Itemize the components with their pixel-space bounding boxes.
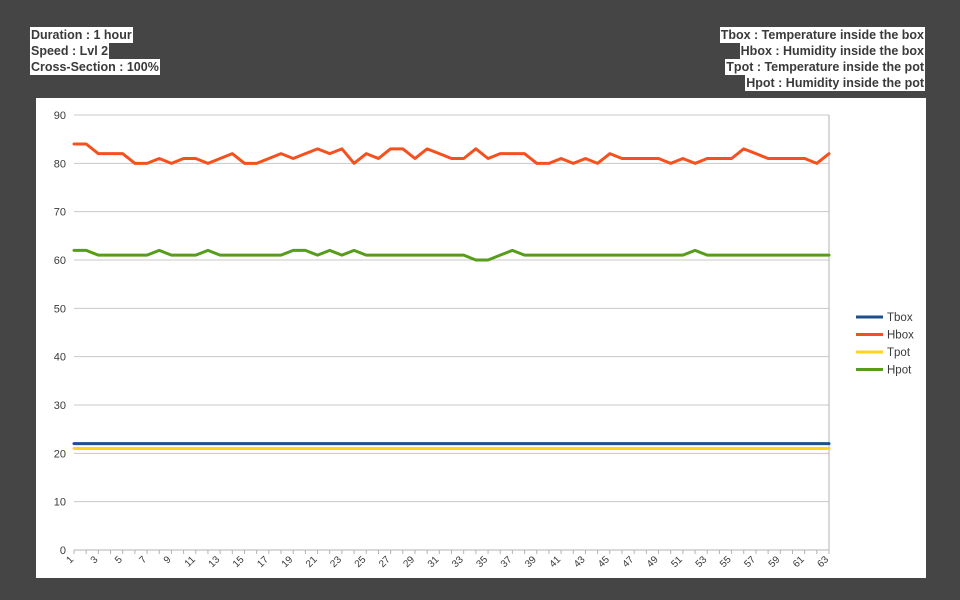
x-tick-label: 5	[113, 554, 125, 566]
legend-label-hpot: Hpot	[887, 365, 912, 377]
x-tick-label: 35	[475, 554, 491, 570]
line-chart-panel: 0 10 20 30 40 50 60 70 80 90 1 3 5 7 9 11 13 15 17 19 21 23 25…	[36, 98, 926, 578]
x-tick-label: 25	[353, 554, 369, 570]
x-tick-label: 29	[401, 554, 417, 570]
x-tick-label: 15	[231, 554, 247, 570]
tbox-definition: Tbox : Temperature inside the box	[719, 27, 925, 43]
x-tick-label: 11	[183, 554, 198, 569]
y-tick-label: 30	[54, 400, 66, 412]
x-tick-label: 7	[137, 554, 149, 566]
legend-label-hbox: Hbox	[887, 330, 914, 342]
x-tick-label: 55	[718, 554, 734, 570]
x-tick-label: 47	[621, 554, 637, 570]
x-tick-label: 61	[791, 554, 807, 570]
x-tick-label: 57	[742, 554, 758, 570]
y-tick-label: 0	[60, 545, 66, 557]
x-tick-label: 13	[207, 554, 223, 570]
run-parameters: Duration : 1 hour Speed : Lvl 2 Cross-Se…	[30, 27, 160, 75]
x-tick-label: 39	[523, 554, 539, 570]
x-tick-label: 37	[499, 554, 515, 570]
x-tick-label: 43	[572, 554, 588, 570]
y-tick-label: 60	[54, 255, 66, 267]
cross-section-label: Cross-Section : 100%	[30, 59, 160, 75]
y-tick-label: 90	[54, 110, 66, 122]
series-line-hpot	[72, 248, 831, 262]
x-tick-label: 1	[64, 554, 76, 566]
speed-label: Speed : Lvl 2	[30, 43, 110, 59]
legend-label-tpot: Tpot	[887, 347, 911, 359]
series-definitions: Tbox : Temperature inside the box Hbox :…	[719, 27, 925, 91]
x-tick-label: 31	[426, 554, 442, 570]
series-line-hbox	[72, 142, 831, 165]
legend-label-tbox: Tbox	[887, 312, 913, 324]
x-tick-label: 3	[89, 554, 101, 566]
x-tick-label: 27	[377, 554, 393, 570]
x-tick-label: 45	[596, 554, 612, 570]
tpot-definition: Tpot : Temperature inside the pot	[725, 59, 925, 75]
y-tick-label: 50	[54, 303, 66, 315]
x-tick-label: 59	[767, 554, 783, 570]
x-tick-label: 41	[548, 554, 564, 570]
duration-label: Duration : 1 hour	[30, 27, 133, 43]
y-tick-label: 80	[54, 158, 66, 170]
y-tick-label: 40	[54, 352, 66, 364]
x-tick-label: 23	[328, 554, 344, 570]
y-tick-label: 70	[54, 207, 66, 219]
x-tick-label: 21	[304, 554, 320, 570]
x-tick-label: 63	[815, 554, 831, 570]
hpot-definition: Hpot : Humidity inside the pot	[745, 75, 925, 91]
x-tick-label: 49	[645, 554, 661, 570]
hbox-definition: Hbox : Humidity inside the box	[739, 43, 925, 59]
x-tick-label: 17	[255, 554, 271, 570]
y-tick-label: 10	[54, 497, 66, 509]
x-tick-label: 33	[450, 554, 466, 570]
x-tick-label: 51	[669, 554, 685, 570]
y-tick-label: 20	[54, 448, 66, 460]
x-tick-label: 19	[280, 554, 296, 570]
x-tick-label: 53	[694, 554, 710, 570]
x-tick-label: 9	[162, 554, 174, 566]
